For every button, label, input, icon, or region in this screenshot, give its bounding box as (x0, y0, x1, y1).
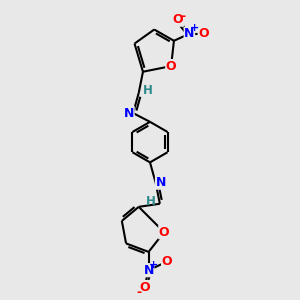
Text: N: N (143, 264, 154, 277)
Text: +: + (190, 22, 199, 32)
Text: O: O (198, 27, 209, 40)
Text: +: + (149, 260, 158, 270)
Text: O: O (162, 255, 172, 268)
Text: -: - (181, 10, 186, 23)
Text: O: O (139, 280, 150, 294)
Text: N: N (184, 27, 195, 40)
Text: H: H (146, 195, 156, 208)
Text: O: O (159, 226, 170, 239)
Text: N: N (124, 106, 134, 120)
Text: O: O (173, 13, 184, 26)
Text: O: O (166, 60, 176, 73)
Text: N: N (155, 176, 166, 189)
Text: -: - (136, 286, 141, 298)
Text: H: H (143, 83, 153, 97)
